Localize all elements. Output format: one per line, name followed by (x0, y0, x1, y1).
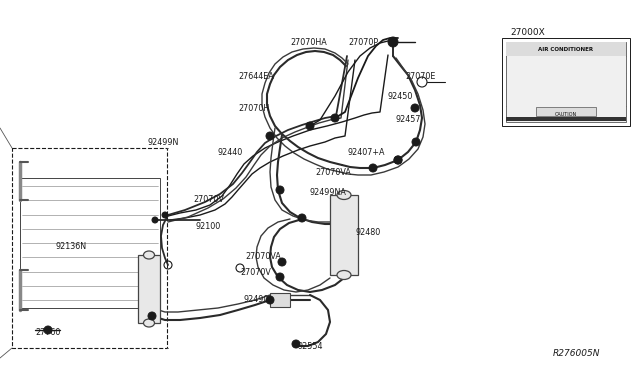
Circle shape (278, 258, 286, 266)
Circle shape (266, 132, 274, 140)
Text: 27760: 27760 (35, 328, 60, 337)
Bar (330, 195, 358, 275)
Bar (506, 117, 626, 121)
Text: 27070VA: 27070VA (315, 168, 351, 177)
Circle shape (306, 122, 314, 130)
Text: 92100: 92100 (196, 222, 221, 231)
Text: 27070P: 27070P (348, 38, 378, 47)
Circle shape (276, 186, 284, 194)
Text: 27070H: 27070H (238, 104, 269, 113)
Text: 27000X: 27000X (510, 28, 545, 37)
Circle shape (394, 156, 402, 164)
Circle shape (411, 104, 419, 112)
Ellipse shape (337, 190, 351, 199)
Text: 27070E: 27070E (405, 72, 435, 81)
Circle shape (276, 273, 284, 281)
Circle shape (298, 214, 306, 222)
Text: 92554: 92554 (297, 342, 323, 351)
Text: 27070V: 27070V (193, 195, 224, 204)
Text: 27070V: 27070V (240, 268, 271, 277)
Circle shape (292, 340, 300, 348)
Circle shape (266, 296, 274, 304)
Ellipse shape (143, 251, 154, 259)
Text: 92499N: 92499N (148, 138, 179, 147)
Bar (502, 38, 630, 126)
Ellipse shape (143, 319, 154, 327)
Circle shape (162, 212, 168, 218)
Circle shape (394, 156, 402, 164)
Bar (12, 148, 167, 348)
Circle shape (388, 37, 398, 47)
Circle shape (331, 114, 339, 122)
Text: R276005N: R276005N (552, 349, 600, 358)
Text: 92407+A: 92407+A (348, 148, 385, 157)
Circle shape (44, 326, 52, 334)
Bar (506, 42, 626, 122)
Text: 27070VA: 27070VA (245, 252, 281, 261)
Bar (506, 42, 626, 56)
Text: 92136N: 92136N (55, 242, 86, 251)
Circle shape (412, 138, 420, 146)
Text: 92480: 92480 (356, 228, 381, 237)
Circle shape (369, 164, 377, 172)
Text: 92499NA: 92499NA (310, 188, 347, 197)
Bar (20, 178, 160, 308)
Text: 92450: 92450 (387, 92, 412, 101)
Ellipse shape (337, 270, 351, 279)
Bar (270, 293, 290, 307)
Text: 27644EA: 27644EA (238, 72, 274, 81)
Text: CAUTION: CAUTION (555, 112, 577, 116)
Text: 92457: 92457 (395, 115, 420, 124)
Text: 27070HA: 27070HA (290, 38, 327, 47)
Circle shape (152, 217, 158, 223)
Text: 92490: 92490 (243, 295, 268, 304)
Bar (138, 255, 160, 323)
Text: 92440: 92440 (218, 148, 243, 157)
Bar (536, 107, 596, 116)
Circle shape (148, 312, 156, 320)
Text: AIR CONDITIONER: AIR CONDITIONER (538, 46, 593, 51)
